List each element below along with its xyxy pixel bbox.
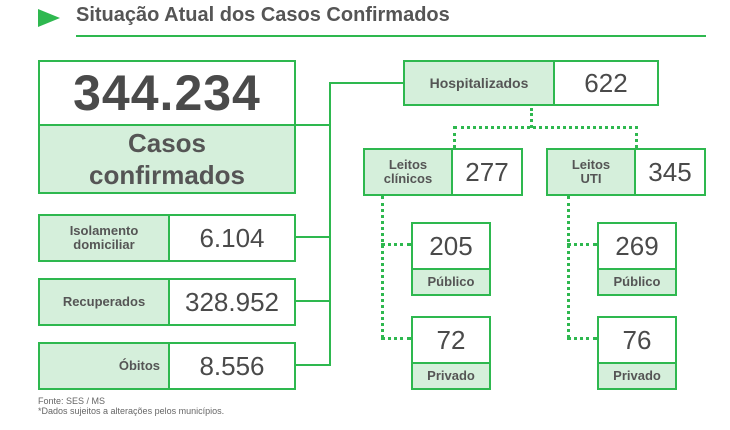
isolation-label: Isolamento domiciliar xyxy=(38,214,170,262)
dotted-clinical-public xyxy=(381,243,411,246)
recovered-value: 328.952 xyxy=(168,278,296,326)
clinical-public-label: Público xyxy=(411,268,491,296)
dotted-clinical-private xyxy=(381,337,411,340)
dotted-to-clinical xyxy=(453,126,456,148)
clinical-label-line1: Leitos xyxy=(388,157,428,173)
icu-label-line1: Leitos xyxy=(571,157,611,173)
dotted-icu-trunk xyxy=(567,196,570,338)
clinical-beds-value: 277 xyxy=(451,148,523,196)
dotted-hospitalized-down xyxy=(530,108,533,128)
dotted-icu-public xyxy=(567,243,597,246)
clinical-label-line2: clínicos xyxy=(383,171,433,186)
connector-deaths-horizontal xyxy=(296,364,331,366)
icu-public-value: 269 xyxy=(597,222,677,270)
connector-recovered-horizontal xyxy=(296,300,331,302)
isolation-label-line1: Isolamento xyxy=(69,223,139,239)
icu-private-label: Privado xyxy=(597,362,677,390)
hospitalized-value: 622 xyxy=(553,60,659,106)
dotted-icu-private xyxy=(567,337,597,340)
confirmed-label-line2: confirmados xyxy=(88,160,246,190)
confirmed-cases-label: Casos confirmados xyxy=(38,124,296,194)
clinical-beds-label: Leitos clínicos xyxy=(363,148,453,196)
dotted-clinical-trunk xyxy=(381,196,384,338)
recovered-label: Recuperados xyxy=(38,278,170,326)
confirmed-label-line1: Casos xyxy=(127,128,207,158)
deaths-label: Óbitos xyxy=(38,342,170,390)
clinical-public-value: 205 xyxy=(411,222,491,270)
source-note: Fonte: SES / MS xyxy=(38,396,106,406)
icu-label-line2: UTI xyxy=(580,171,602,186)
page-title: Situação Atual dos Casos Confirmados xyxy=(76,4,450,26)
disclaimer-note: *Dados sujeitos a alterações pelos munic… xyxy=(38,406,225,416)
title-divider xyxy=(76,35,706,37)
icu-beds-label: Leitos UTI xyxy=(546,148,636,196)
clinical-private-value: 72 xyxy=(411,316,491,364)
hospitalized-label: Hospitalizados xyxy=(403,60,555,106)
connector-hospitalized-horizontal xyxy=(329,82,403,84)
clinical-private-label: Privado xyxy=(411,362,491,390)
dotted-to-icu xyxy=(635,126,638,148)
isolation-value: 6.104 xyxy=(168,214,296,262)
connector-isolation-horizontal xyxy=(296,236,331,238)
connector-confirmed-horizontal xyxy=(296,124,331,126)
isolation-label-line2: domiciliar xyxy=(73,237,135,252)
dotted-hospitalized-branch xyxy=(454,126,638,129)
icu-private-value: 76 xyxy=(597,316,677,364)
title-arrow-icon xyxy=(38,9,60,27)
deaths-value: 8.556 xyxy=(168,342,296,390)
icu-beds-value: 345 xyxy=(634,148,706,196)
icu-public-label: Público xyxy=(597,268,677,296)
confirmed-cases-value: 344.234 xyxy=(38,60,296,126)
connector-trunk-vertical xyxy=(329,82,331,366)
